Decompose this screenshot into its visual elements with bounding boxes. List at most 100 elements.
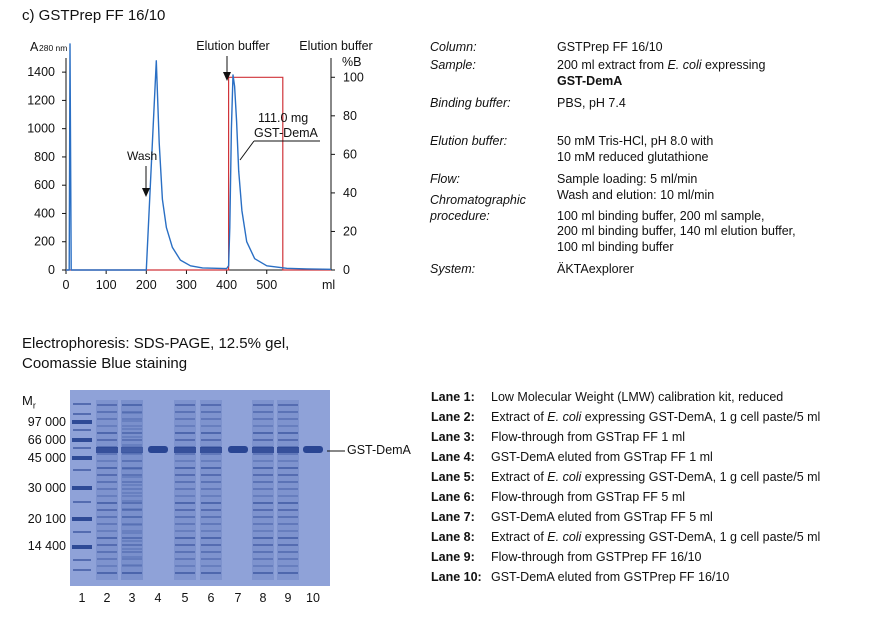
lane-band	[278, 544, 298, 546]
lane-band	[122, 544, 142, 546]
lane-number: 2	[103, 591, 111, 605]
y-tick-label: 0	[48, 263, 55, 277]
lane-band	[278, 495, 298, 497]
lane-band	[175, 404, 195, 406]
y-tick-label: 1200	[27, 93, 55, 107]
lane-band	[122, 432, 142, 434]
lane-number: 5	[181, 591, 189, 605]
lane-band	[278, 530, 298, 532]
wash-arrow-head	[142, 188, 150, 197]
condition-value-line: Sample loading: 5 ml/min	[557, 172, 698, 186]
lane-band	[201, 404, 221, 406]
lane-band	[253, 558, 273, 560]
condition-label-line: Chromatographic	[430, 193, 526, 207]
lane-legend-row: Lane 4: GST-DemA eluted from GSTrap FF 1 …	[431, 450, 713, 470]
lane-band	[201, 495, 221, 497]
lane-band	[97, 404, 117, 406]
lane-band	[122, 484, 142, 486]
lane-band	[122, 572, 142, 574]
lane-band	[97, 432, 117, 434]
condition-label: Elution buffer:	[430, 134, 508, 148]
lane-legend-description: GST-DemA eluted from GSTrap FF 1 ml	[491, 450, 713, 464]
lane-band	[122, 404, 142, 406]
lane-number: 7	[234, 591, 242, 605]
y2-tick-label: 20	[343, 224, 357, 238]
lane-legend-number: Lane 7:	[431, 510, 475, 524]
lane-band	[175, 439, 195, 441]
y2-tick-label: 60	[343, 147, 357, 161]
lane-number: 1	[78, 591, 86, 605]
lane-band	[97, 453, 117, 455]
lane-band	[122, 502, 142, 504]
lane-band	[253, 530, 273, 532]
electrophoresis-title: Electrophoresis: SDS-PAGE, 12.5% gel, Co…	[22, 334, 289, 374]
lane-band	[278, 502, 298, 504]
lane-band	[253, 481, 273, 483]
lane-legend: Lane 1: Low Molecular Weight (LMW) calibr…	[431, 390, 871, 590]
lane-band	[122, 495, 142, 497]
lane-number: 4	[154, 591, 162, 605]
lane-band	[175, 418, 195, 420]
lane-band	[201, 481, 221, 483]
lane-band	[278, 558, 298, 560]
band-pointer	[327, 450, 345, 452]
condition-value-line: 100 ml binding buffer	[557, 239, 674, 254]
lane-legend-description: GST-DemA eluted from GSTrap FF 5 ml	[491, 510, 713, 524]
lane-band	[97, 530, 117, 532]
mw-marker: 14 400	[27, 539, 66, 553]
lane-band	[122, 537, 142, 539]
mw-marker: 97 000	[27, 415, 66, 429]
y-tick-label: 1400	[27, 65, 55, 79]
lane-band	[97, 509, 117, 511]
lane-band	[97, 467, 117, 469]
lane-band	[122, 488, 142, 490]
lane-band	[201, 474, 221, 476]
lane-band	[175, 565, 195, 567]
lane-band	[122, 444, 142, 446]
lane-band	[253, 572, 273, 574]
lane-band	[97, 495, 117, 497]
elution-arrow-head	[223, 72, 231, 81]
lane-legend-row: Lane 9: Flow-through from GSTPrep FF 16/1…	[431, 550, 702, 570]
lane-band	[97, 474, 117, 476]
run-conditions: Column: GSTPrep FF 16/10 Sample: 200 ml ext…	[430, 40, 870, 280]
lane-legend-row: Lane 1: Low Molecular Weight (LMW) calibr…	[431, 390, 783, 410]
condition-value-line: 100 ml binding buffer, 200 ml sample,	[557, 208, 765, 223]
ladder-faint-band	[73, 429, 91, 431]
elution-buffer-annotation-2: Elution buffer	[299, 39, 372, 53]
ladder-faint-band	[73, 469, 91, 471]
lane-band	[122, 565, 142, 567]
lane-band	[278, 404, 298, 406]
yield-protein: GST-DemA	[254, 126, 319, 140]
lane-band	[122, 558, 142, 560]
lane-legend-row: Lane 6: Flow-through from GSTrap FF 5 ml	[431, 490, 685, 510]
condition-label: Flow:	[430, 172, 460, 186]
lane-legend-number: Lane 5:	[431, 470, 475, 484]
lane-band	[253, 474, 273, 476]
lane-band	[253, 537, 273, 539]
lane-band	[278, 537, 298, 539]
electrophoresis-title-line1: Electrophoresis: SDS-PAGE, 12.5% gel,	[22, 335, 290, 352]
lane-band	[201, 537, 221, 539]
lane-band	[122, 564, 142, 566]
lane-band	[175, 481, 195, 483]
lane-smear	[121, 400, 143, 580]
lane-band	[122, 412, 142, 414]
lane-band	[175, 530, 195, 532]
lane-band	[201, 523, 221, 525]
lane-band	[122, 420, 142, 422]
condition-label: Binding buffer:	[430, 96, 511, 110]
condition-label: Chromatographic procedure:	[430, 193, 526, 224]
condition-label: Sample:	[430, 58, 476, 72]
lane-band	[97, 460, 117, 462]
lane-smear	[174, 400, 196, 580]
lane-band	[122, 439, 142, 441]
sample-protein: GST-DemA	[557, 73, 623, 88]
y-tick-label: 800	[34, 150, 55, 164]
condition-value: Sample loading: 5 ml/min Wash and elution…	[557, 172, 714, 203]
lane-band	[122, 476, 142, 478]
lane-band	[122, 452, 142, 454]
condition-value-line: 200 ml binding buffer, 140 ml elution bu…	[557, 224, 796, 238]
lane-band	[97, 418, 117, 420]
lane-legend-description: Extract of E. coli expressing GST-DemA, …	[491, 530, 821, 544]
